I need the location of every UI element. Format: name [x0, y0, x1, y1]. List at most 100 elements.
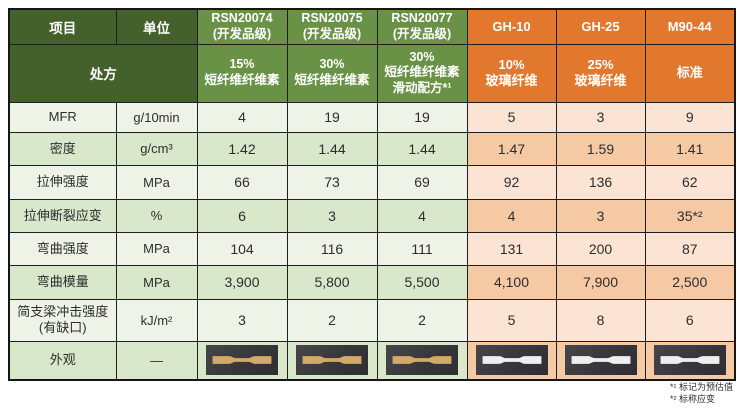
row-label: 简支梁冲击强度 (有缺口)	[8, 298, 117, 342]
cell-value: 69	[376, 164, 468, 200]
cell-value: 8	[555, 298, 646, 342]
formula-row: 处方 15% 短纤维纤维素 30% 短纤维纤维素 30% 短纤维纤维素 滑动配方…	[8, 43, 736, 103]
cell-value: 4	[196, 101, 288, 133]
table-row-charpy-impact: 简支梁冲击强度 (有缺口) kJ/m² 3 2 2 5 8 6	[8, 298, 736, 342]
specimen-photo	[386, 345, 458, 376]
cell-value: 3,900	[196, 264, 288, 300]
row-label: 弯曲模量	[8, 264, 117, 300]
formula-cell: 30% 短纤维纤维素 滑动配方*¹	[376, 43, 468, 103]
table-row-mfr: MFR g/10min 4 19 19 5 3 9	[8, 101, 736, 133]
row-label: 拉伸强度	[8, 164, 117, 200]
col-header-unit: 单位	[115, 8, 198, 45]
cell-value: 5,500	[376, 264, 468, 300]
specimen-photo	[564, 345, 637, 376]
table-row-tensile-strength: 拉伸强度 MPa 66 73 69 92 136 62	[8, 164, 736, 200]
formula-cell: 15% 短纤维纤维素	[196, 43, 288, 103]
specimen-cell	[644, 340, 736, 381]
cell-value: 200	[555, 231, 646, 266]
cell-value: 1.59	[555, 131, 646, 166]
cell-value: 104	[196, 231, 288, 266]
cell-value: 5	[466, 101, 557, 133]
specimen-cell	[286, 340, 378, 381]
col-header-product: RSN20074 (开发品级)	[196, 8, 288, 45]
row-label: 密度	[8, 131, 117, 166]
cell-value: 2	[376, 298, 468, 342]
cell-value: 4,100	[466, 264, 557, 300]
row-unit: g/cm³	[115, 131, 198, 166]
cell-value: 5,800	[286, 264, 378, 300]
formula-cell: 25% 玻璃纤维	[555, 43, 646, 103]
dogbone-specimen-icon	[302, 356, 362, 365]
cell-value: 1.47	[466, 131, 557, 166]
col-header-product: RSN20075 (开发品级)	[286, 8, 378, 45]
col-header-product: RSN20077 (开发品级)	[376, 8, 468, 45]
cell-value: 73	[286, 164, 378, 200]
cell-value: 7,900	[555, 264, 646, 300]
cell-value: 116	[286, 231, 378, 266]
cell-value: 9	[644, 101, 736, 133]
cell-value: 4	[376, 198, 468, 233]
cell-value: 1.42	[196, 131, 288, 166]
table-row-flexural-modulus: 弯曲模量 MPa 3,900 5,800 5,500 4,100 7,900 2…	[8, 264, 736, 300]
specimen-photo	[475, 345, 548, 376]
col-header-product: M90-44	[644, 8, 736, 45]
specimen-cell	[196, 340, 288, 381]
table-row-tensile-strain: 拉伸断裂应变 % 6 3 4 4 3 35*²	[8, 198, 736, 233]
row-unit: kJ/m²	[115, 298, 198, 342]
dogbone-specimen-icon	[482, 356, 541, 365]
cell-value: 1.44	[286, 131, 378, 166]
cell-value: 87	[644, 231, 736, 266]
cell-value: 19	[286, 101, 378, 133]
cell-value: 66	[196, 164, 288, 200]
cell-value: 1.44	[376, 131, 468, 166]
table-row-appearance: 外观 —	[8, 340, 736, 381]
dogbone-specimen-icon	[571, 356, 630, 365]
cell-value: 3	[555, 101, 646, 133]
specimen-cell	[555, 340, 646, 381]
cell-value: 4	[466, 198, 557, 233]
col-header-item: 项目	[8, 8, 117, 45]
table-row-flexural-strength: 弯曲强度 MPa 104 116 111 131 200 87	[8, 231, 736, 266]
row-unit: —	[115, 340, 198, 381]
cell-value: 35*²	[644, 198, 736, 233]
dogbone-specimen-icon	[212, 356, 272, 365]
cell-value: 111	[376, 231, 468, 266]
cell-value: 62	[644, 164, 736, 200]
row-label: 弯曲强度	[8, 231, 117, 266]
specimen-cell	[376, 340, 468, 381]
specimen-cell	[466, 340, 557, 381]
footnotes: *¹ 标记为预估值 *² 标称应变	[670, 381, 733, 405]
formula-cell: 标准	[644, 43, 736, 103]
specimen-photo	[296, 345, 368, 376]
col-header-product: GH-10	[466, 8, 557, 45]
cell-value: 131	[466, 231, 557, 266]
col-header-product: GH-25	[555, 8, 646, 45]
formula-cell: 10% 玻璃纤维	[466, 43, 557, 103]
dogbone-specimen-icon	[392, 356, 452, 365]
row-unit: MPa	[115, 231, 198, 266]
cell-value: 2,500	[644, 264, 736, 300]
footnote-1: *¹ 标记为预估值	[669, 382, 733, 392]
row-header-formula: 处方	[8, 43, 198, 103]
specimen-photo	[206, 345, 278, 376]
formula-cell: 30% 短纤维纤维素	[286, 43, 378, 103]
footnote-2: *² 标称应变	[669, 394, 715, 405]
cell-value: 19	[376, 101, 468, 133]
cell-value: 6	[644, 298, 736, 342]
cell-value: 3	[555, 198, 646, 233]
spec-comparison-table: 项目 单位 RSN20074 (开发品级) RSN20075 (开发品级) RS…	[8, 8, 736, 381]
cell-value: 3	[196, 298, 288, 342]
row-unit: g/10min	[115, 101, 198, 133]
cell-value: 2	[286, 298, 378, 342]
table-row-density: 密度 g/cm³ 1.42 1.44 1.44 1.47 1.59 1.41	[8, 131, 736, 166]
row-label: MFR	[8, 101, 117, 133]
table-header-row: 项目 单位 RSN20074 (开发品级) RSN20075 (开发品级) RS…	[8, 8, 736, 45]
row-label: 拉伸断裂应变	[8, 198, 117, 233]
cell-value: 136	[555, 164, 646, 200]
row-unit: MPa	[115, 264, 198, 300]
cell-value: 92	[466, 164, 557, 200]
specimen-photo	[653, 345, 726, 376]
cell-value: 5	[466, 298, 557, 342]
dogbone-specimen-icon	[660, 356, 720, 365]
